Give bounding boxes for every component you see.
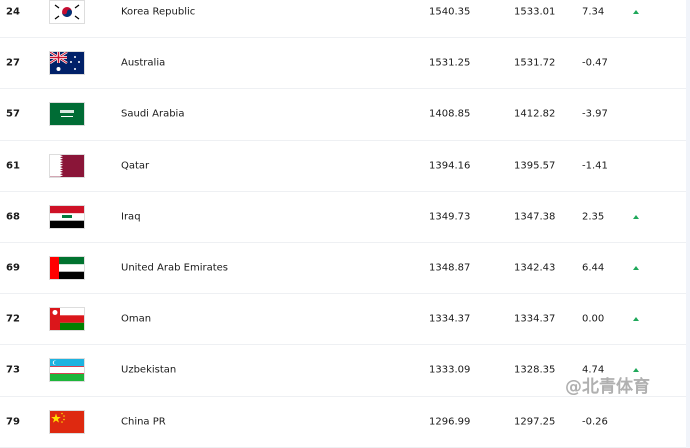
team-name[interactable]: United Arab Emirates (121, 262, 229, 274)
team-name[interactable]: Korea Republic (121, 6, 196, 18)
points-change: 4.74 (582, 364, 605, 376)
table-row[interactable]: 27 Australia 1531.25 1531.72 -0.47 (0, 38, 686, 90)
trend-up-icon (633, 214, 639, 219)
rank: 27 (6, 57, 20, 69)
table-row[interactable]: 72 Oman 1334.37 1334.37 0.00 (0, 294, 686, 346)
points-change: -0.47 (582, 57, 608, 69)
points-change: 2.35 (582, 211, 605, 223)
points-change: -3.97 (582, 108, 608, 120)
rank: 72 (6, 313, 20, 325)
points-change: 0.00 (582, 313, 605, 325)
previous-points: 1342.43 (514, 262, 556, 274)
trend-up-icon (633, 266, 639, 271)
rank: 24 (6, 6, 20, 18)
total-points: 1333.09 (429, 364, 471, 376)
previous-points: 1533.01 (514, 6, 556, 18)
points-change: 7.34 (582, 6, 605, 18)
team-name[interactable]: Saudi Arabia (121, 108, 185, 120)
team-name[interactable]: Uzbekistan (121, 364, 177, 376)
total-points: 1334.37 (429, 313, 471, 325)
table-row[interactable]: 24 Korea Republic 1540.35 1533.01 7.34 (0, 0, 686, 39)
flag-icon-chn (50, 410, 84, 433)
rank: 61 (6, 160, 20, 172)
points-change: 6.44 (582, 262, 605, 274)
team-name[interactable]: Qatar (121, 160, 150, 172)
flag-icon-irq (50, 205, 84, 228)
flag-icon-aus (50, 52, 84, 75)
rank: 69 (6, 262, 20, 274)
rank: 79 (6, 416, 20, 428)
team-name[interactable]: Oman (121, 313, 152, 325)
flag-icon-uzb (50, 359, 84, 382)
table-row[interactable]: 68 Iraq 1349.73 1347.38 2.35 (0, 192, 686, 243)
previous-points: 1297.25 (514, 416, 556, 428)
previous-points: 1347.38 (514, 211, 556, 223)
flag-icon-uae (50, 257, 84, 280)
table-row[interactable]: 79 China PR 1296.99 1297.25 -0.26 (0, 397, 686, 448)
rank: 57 (6, 108, 20, 120)
team-name[interactable]: China PR (121, 416, 166, 428)
trend-up-icon (633, 317, 639, 322)
watermark: @北青体育 (565, 377, 650, 397)
flag-icon-kor (50, 1, 84, 24)
team-name[interactable]: Iraq (121, 211, 141, 223)
rank: 73 (6, 364, 20, 376)
previous-points: 1328.35 (514, 364, 556, 376)
total-points: 1348.87 (429, 262, 471, 274)
trend-up-icon (633, 368, 639, 373)
table-row[interactable]: 61 Qatar 1394.16 1395.57 -1.41 (0, 141, 686, 192)
points-change: -1.41 (582, 160, 608, 172)
team-name[interactable]: Australia (121, 57, 166, 69)
total-points: 1349.73 (429, 211, 471, 223)
previous-points: 1531.72 (514, 57, 556, 69)
previous-points: 1334.37 (514, 313, 556, 325)
total-points: 1540.35 (429, 6, 471, 18)
total-points: 1531.25 (429, 57, 471, 69)
rank: 68 (6, 211, 20, 223)
flag-icon-ksa (50, 103, 84, 126)
trend-up-icon (633, 10, 639, 15)
previous-points: 1395.57 (514, 160, 556, 172)
table-row[interactable]: 69 United Arab Emirates 1348.87 1342.43 … (0, 243, 686, 295)
flag-icon-qat (50, 154, 84, 177)
table-row[interactable]: 57 Saudi Arabia 1408.85 1412.82 -3.97 (0, 89, 686, 141)
total-points: 1394.16 (429, 160, 471, 172)
total-points: 1408.85 (429, 108, 471, 120)
previous-points: 1412.82 (514, 108, 556, 120)
flag-icon-oma (50, 308, 84, 331)
points-change: -0.26 (582, 416, 608, 428)
table-row[interactable]: 73 Uzbekistan 1333.09 1328.35 4.74 (0, 345, 686, 397)
total-points: 1296.99 (429, 416, 471, 428)
